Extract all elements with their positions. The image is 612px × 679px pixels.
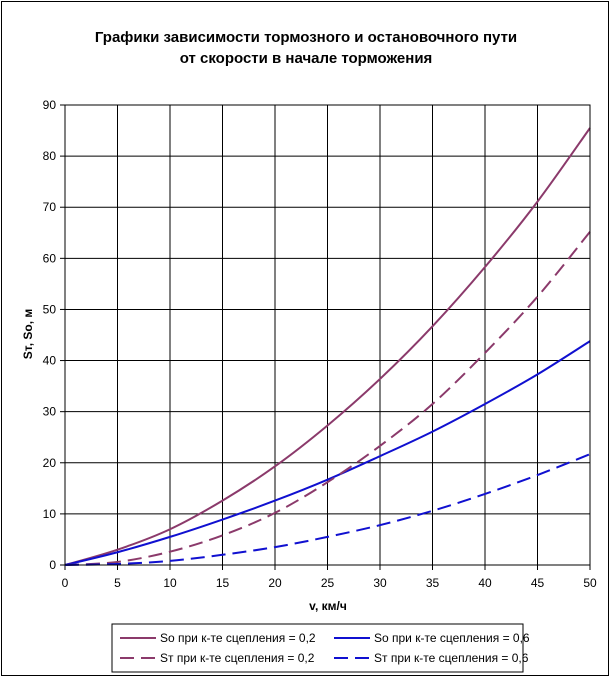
y-tick-label: 50 xyxy=(43,302,57,316)
plot-area xyxy=(64,104,591,566)
y-tick-labels: 0 10 20 30 40 50 60 70 80 90 xyxy=(43,98,57,572)
chart-subtitle: от скорости в начале торможения xyxy=(180,50,433,67)
y-tick-label: 30 xyxy=(43,405,57,419)
grid xyxy=(60,104,591,570)
x-tick-label: 15 xyxy=(216,576,230,590)
x-tick-label: 30 xyxy=(373,576,387,590)
x-tick-label: 5 xyxy=(114,576,121,590)
y-tick-label: 40 xyxy=(43,354,57,368)
legend-label-4: Sт при к-те сцепления = 0,6 xyxy=(374,651,529,665)
x-tick-label: 40 xyxy=(478,576,492,590)
legend-label-2: So при к-те сцепления = 0,6 xyxy=(374,631,530,645)
y-tick-label: 0 xyxy=(49,558,56,572)
series-line-2 xyxy=(64,340,591,566)
chart-title: Графики зависимости тормозного и останов… xyxy=(95,29,517,46)
x-tick-label: 50 xyxy=(583,576,597,590)
series-line-3 xyxy=(64,231,591,566)
legend-label-1: So при к-те сцепления = 0,2 xyxy=(160,631,316,645)
legend-label-3: Sт при к-те сцепления = 0,2 xyxy=(160,651,315,665)
y-tick-label: 10 xyxy=(43,507,57,521)
series-line-1 xyxy=(64,127,591,566)
x-axis-label: v, км/ч xyxy=(309,599,347,613)
x-tick-labels: 0 5 10 15 20 25 30 35 40 45 50 xyxy=(62,576,597,590)
x-tick-label: 25 xyxy=(321,576,335,590)
y-tick-label: 60 xyxy=(43,251,57,265)
x-tick-label: 0 xyxy=(62,576,69,590)
series-group xyxy=(64,127,591,566)
legend: So при к-те сцепления = 0,2 So при к-те с… xyxy=(111,623,530,673)
y-axis-label: Sт, So, м xyxy=(21,309,35,360)
x-tick-label: 45 xyxy=(531,576,545,590)
y-tick-label: 80 xyxy=(43,149,57,163)
x-tick-label: 35 xyxy=(426,576,440,590)
series-line-4 xyxy=(64,453,591,566)
y-tick-label: 70 xyxy=(43,200,57,214)
x-tick-label: 20 xyxy=(268,576,282,590)
y-tick-label: 20 xyxy=(43,456,57,470)
x-tick-label: 10 xyxy=(163,576,177,590)
legend-box xyxy=(111,623,524,673)
y-tick-label: 90 xyxy=(43,98,57,112)
